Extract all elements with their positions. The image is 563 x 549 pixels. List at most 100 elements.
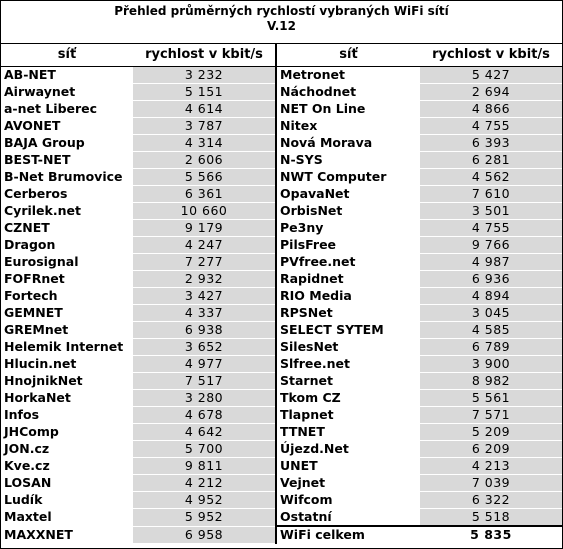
table-row: Infos 4 678 Tlapnet 7 571 <box>1 406 562 424</box>
speed-value: 6 789 <box>420 338 562 356</box>
network-name: FOFRnet <box>1 270 133 288</box>
title-block: Přehled průměrných rychlostí vybraných W… <box>1 1 562 44</box>
network-name: LOSAN <box>1 474 133 492</box>
network-name: TTNET <box>276 423 420 441</box>
column-header: síť <box>276 44 420 67</box>
network-name: JON.cz <box>1 440 133 458</box>
table-body: AB-NET 3 232 Metronet 5 427 Airwaynet 5 151 Ná… <box>1 66 562 544</box>
network-name: Nová Morava <box>276 134 420 152</box>
table-row: LOSAN 4 212 Vejnet 7 039 <box>1 474 562 492</box>
network-name: GEMNET <box>1 304 133 322</box>
speed-value: 4 755 <box>420 219 562 237</box>
speed-value: 4 755 <box>420 117 562 135</box>
network-name: Tlapnet <box>276 406 420 424</box>
network-name: PVfree.net <box>276 253 420 271</box>
table-row: JON.cz 5 700 Újezd.Net 6 209 <box>1 440 562 458</box>
speed-value: 3 427 <box>133 287 277 305</box>
speed-value: 6 322 <box>420 491 562 509</box>
speed-value: 6 361 <box>133 185 277 203</box>
speed-value: 4 337 <box>133 304 277 322</box>
speed-value: 4 678 <box>133 406 277 424</box>
network-name: Starnet <box>276 372 420 390</box>
table-row: a-net Liberec 4 614 NET On Line 4 866 <box>1 100 562 118</box>
speed-value: 7 571 <box>420 406 562 424</box>
table-row: B-Net Brumovice 5 566 NWT Computer 4 562 <box>1 168 562 186</box>
network-name: Cyrilek.net <box>1 202 133 220</box>
network-name: HorkaNet <box>1 389 133 407</box>
network-name: Slfree.net <box>276 355 420 373</box>
title: Přehled průměrných rychlostí vybraných W… <box>114 4 449 18</box>
network-name: UNET <box>276 457 420 475</box>
network-name: OpavaNet <box>276 185 420 203</box>
table-row: GREMnet 6 938 SELECT SYTEM 4 585 <box>1 321 562 339</box>
speed-value: 5 952 <box>133 508 277 527</box>
speed-value: 4 952 <box>133 491 277 509</box>
speed-value: 4 212 <box>133 474 277 492</box>
table-row: HnojnikNet 7 517 Starnet 8 982 <box>1 372 562 390</box>
speed-value: 2 694 <box>420 83 562 101</box>
speed-value: 6 281 <box>420 151 562 169</box>
table-row: Ludík 4 952 Wifcom 6 322 <box>1 491 562 509</box>
speed-value: 7 039 <box>420 474 562 492</box>
network-name: Újezd.Net <box>276 440 420 458</box>
speed-table: síť rychlost v kbit/s síť rychlost v kbit/s… <box>1 44 562 544</box>
table-row: AVONET 3 787 Nitex 4 755 <box>1 117 562 135</box>
speed-value: 5 151 <box>133 83 277 101</box>
network-name: PilsFree <box>276 236 420 254</box>
column-header: rychlost v kbit/s <box>420 44 562 67</box>
speed-value: 2 606 <box>133 151 277 169</box>
network-name: Náchodnet <box>276 83 420 101</box>
speed-value: 6 958 <box>133 526 277 544</box>
speed-value: 5 427 <box>420 66 562 84</box>
table-row: Maxtel 5 952 Ostatní 5 518 <box>1 508 562 527</box>
network-name: AVONET <box>1 117 133 135</box>
network-name: OrbisNet <box>276 202 420 220</box>
network-name: Ostatní <box>276 508 420 527</box>
speed-value: 7 517 <box>133 372 277 390</box>
network-name: CZNET <box>1 219 133 237</box>
speed-value: 5 518 <box>420 508 562 527</box>
network-name: Dragon <box>1 236 133 254</box>
network-name: WiFi celkem <box>275 525 420 544</box>
speed-value: 9 179 <box>133 219 277 237</box>
network-name: NWT Computer <box>276 168 420 186</box>
speed-value: 4 247 <box>133 236 277 254</box>
network-name: Eurosignal <box>1 253 133 271</box>
speed-value: 3 652 <box>133 338 277 356</box>
network-name: BAJA Group <box>1 134 133 152</box>
network-name: GREMnet <box>1 321 133 339</box>
network-name: Rapidnet <box>276 270 420 288</box>
table-row: Cyrilek.net 10 660 OrbisNet 3 501 <box>1 202 562 220</box>
network-name: Airwaynet <box>1 83 133 101</box>
network-name: a-net Liberec <box>1 100 133 118</box>
table-row: HorkaNet 3 280 Tkom CZ 5 561 <box>1 389 562 407</box>
network-name: Nitex <box>276 117 420 135</box>
speed-value: 5 835 <box>420 525 562 544</box>
table-row: CZNET 9 179 Pe3ny 4 755 <box>1 219 562 237</box>
network-name: Wifcom <box>276 491 420 509</box>
speed-value: 4 977 <box>133 355 277 373</box>
speed-value: 4 866 <box>420 100 562 118</box>
speed-value: 6 209 <box>420 440 562 458</box>
speed-value: 3 280 <box>133 389 277 407</box>
network-name: Cerberos <box>1 185 133 203</box>
speed-value: 4 562 <box>420 168 562 186</box>
network-name: Kve.cz <box>1 457 133 475</box>
table-row: AB-NET 3 232 Metronet 5 427 <box>1 66 562 84</box>
table-row: Eurosignal 7 277 PVfree.net 4 987 <box>1 253 562 271</box>
table-row: Helemik Internet 3 652 SilesNet 6 789 <box>1 338 562 356</box>
subtitle: V.12 <box>267 19 296 33</box>
network-name: HnojnikNet <box>1 372 133 390</box>
header-row: síť rychlost v kbit/s síť rychlost v kbit/s <box>1 44 562 67</box>
network-name: Tkom CZ <box>276 389 420 407</box>
network-name: MAXXNET <box>1 526 133 544</box>
network-name: Infos <box>1 406 133 424</box>
table-row: Hlucin.net 4 977 Slfree.net 3 900 <box>1 355 562 373</box>
speed-value: 10 660 <box>133 202 277 220</box>
speed-value: 7 610 <box>420 185 562 203</box>
network-name: Maxtel <box>1 508 133 527</box>
speed-value: 5 209 <box>420 423 562 441</box>
network-name: JHComp <box>1 423 133 441</box>
